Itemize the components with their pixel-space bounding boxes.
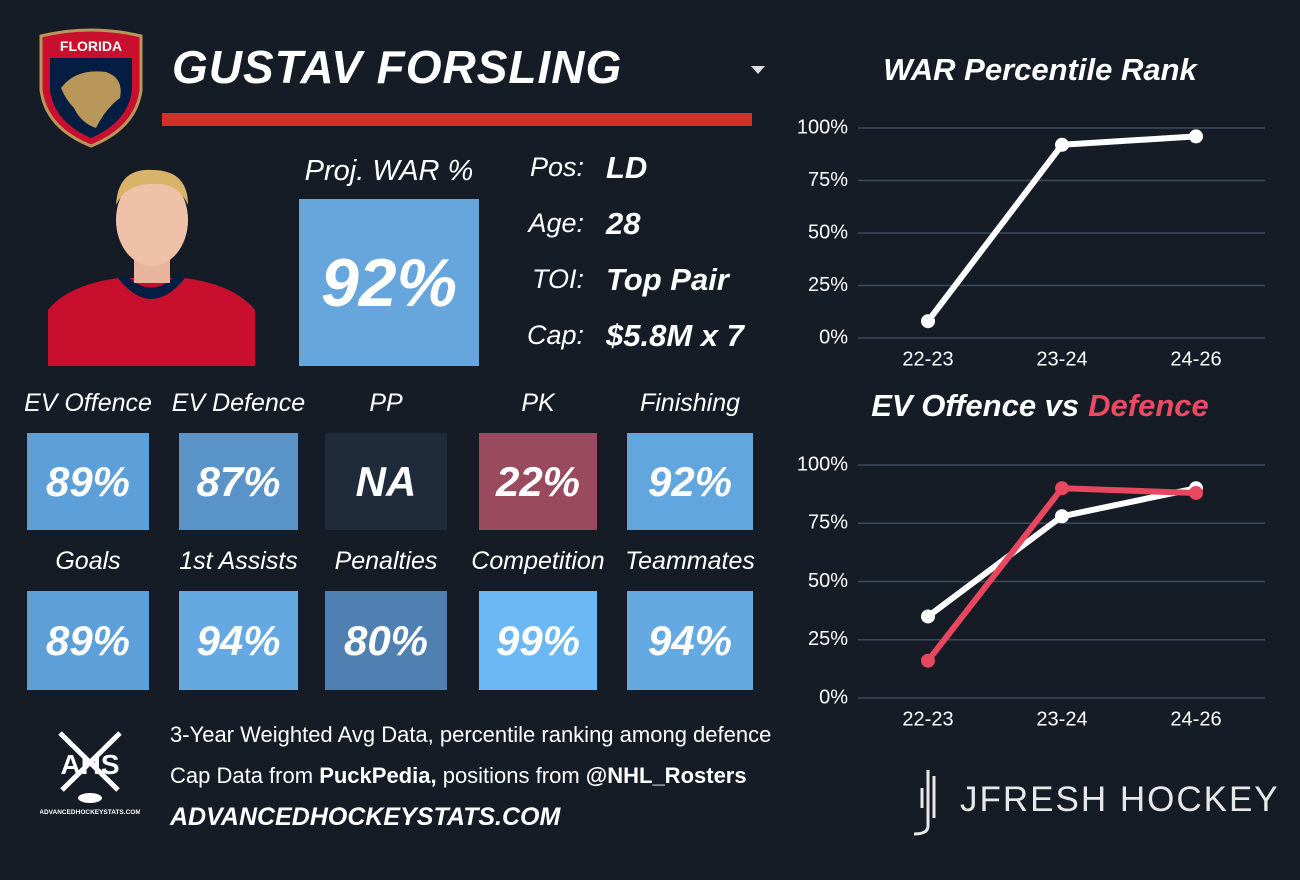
point — [1055, 509, 1069, 524]
tile-value: NA — [325, 433, 447, 530]
info-label: Pos: — [529, 152, 584, 182]
footer-source: @NHL_Rosters — [585, 763, 747, 788]
footer-line: Cap Data from PuckPedia, positions from … — [170, 763, 747, 789]
footer-text: Cap Data from — [170, 763, 314, 788]
brand-icon — [913, 770, 936, 836]
tile-value: 89% — [27, 433, 149, 530]
info-value: Top Pair — [606, 262, 729, 297]
chart-title: EV Offence vs Defence — [871, 388, 1209, 423]
tile-value: 92% — [627, 433, 753, 530]
point — [1055, 137, 1069, 152]
tile-label: EV Defence — [171, 389, 306, 417]
tile-label: Teammates — [625, 547, 755, 575]
tile-value: 94% — [179, 591, 298, 690]
player-photo — [48, 160, 255, 366]
x-tick-label: 24-26 — [1170, 348, 1221, 370]
point — [921, 609, 935, 624]
y-tick-label: 0% — [819, 326, 848, 348]
chart-title: WAR Percentile Rank — [883, 52, 1198, 87]
y-tick-label: 50% — [808, 570, 848, 592]
info-value: $5.8M x 7 — [606, 318, 744, 353]
point — [1055, 481, 1069, 496]
line — [926, 485, 1197, 619]
tile-label: Goals — [55, 547, 121, 575]
info-label: TOI: — [531, 264, 584, 294]
y-tick-label: 25% — [808, 274, 848, 296]
info-label: Age: — [528, 208, 584, 238]
tile-value: 94% — [627, 591, 753, 690]
info-label: Cap: — [526, 320, 584, 350]
y-tick-label: 100% — [797, 116, 848, 138]
tile-label: PP — [369, 389, 403, 417]
point — [921, 314, 935, 329]
footer-url: ADVANCEDHOCKEYSTATS.COM — [170, 803, 561, 831]
chart-title-part: Defence — [1088, 388, 1209, 423]
tile-label: EV Offence — [24, 389, 152, 417]
tile-value: 22% — [479, 433, 597, 530]
proj-war-label: Proj. WAR % — [304, 155, 474, 187]
tile-label: PK — [521, 389, 555, 417]
tile-value: 99% — [479, 591, 597, 690]
x-tick-label: 23-24 — [1036, 708, 1087, 730]
line — [925, 133, 1197, 324]
tile-value: 87% — [179, 433, 298, 530]
y-tick-label: 75% — [808, 169, 848, 191]
ahs-logo: AHS ADVANCEDHOCKEYSTATS.COM — [40, 731, 140, 816]
y-tick-label: 100% — [797, 453, 848, 475]
y-tick-label: 0% — [819, 686, 848, 708]
tile-value: 80% — [325, 591, 447, 690]
chart-title-part: EV Offence vs — [871, 388, 1079, 423]
header-bar — [162, 113, 752, 126]
dropdown-caret[interactable] — [750, 64, 766, 76]
charts: WAR Percentile Rank 0% 25% 50% 75% 100% 22-23 2… — [797, 52, 1265, 730]
tile-value: 89% — [27, 591, 149, 690]
x-tick-label: 22-23 — [902, 348, 953, 370]
team-logo: FLORIDA — [39, 28, 143, 148]
point — [1189, 129, 1203, 144]
tile-label: Competition — [471, 547, 605, 575]
info-value: 28 — [606, 206, 641, 241]
y-tick-label: 25% — [808, 628, 848, 650]
ahs-logo-url: ADVANCEDHOCKEYSTATS.COM — [40, 809, 140, 816]
footer-line: 3-Year Weighted Avg Data, percentile ran… — [170, 722, 772, 747]
x-tick-label: 22-23 — [902, 708, 953, 730]
footer-text: positions from — [442, 763, 580, 788]
tile-label: Finishing — [639, 389, 741, 417]
chart-title-part: WAR Percentile Rank — [883, 52, 1198, 87]
point — [1189, 485, 1203, 500]
proj-war-value: 92% — [299, 199, 479, 366]
player-name: GUSTAV FORSLING — [172, 41, 623, 93]
team-logo-text: FLORIDA — [60, 38, 122, 54]
tile-label: 1st Assists — [179, 547, 298, 575]
point — [921, 653, 935, 668]
info-value: LD — [606, 150, 648, 185]
footer-source: PuckPedia, — [319, 763, 437, 788]
brand: JFRESH HOCKEY — [960, 780, 1280, 819]
x-tick-label: 24-26 — [1170, 708, 1221, 730]
x-tick-label: 23-24 — [1036, 348, 1087, 370]
y-tick-label: 75% — [808, 512, 848, 534]
ahs-logo-text: AHS — [60, 749, 119, 780]
tile-label: Penalties — [334, 547, 438, 575]
y-tick-label: 50% — [808, 221, 848, 243]
